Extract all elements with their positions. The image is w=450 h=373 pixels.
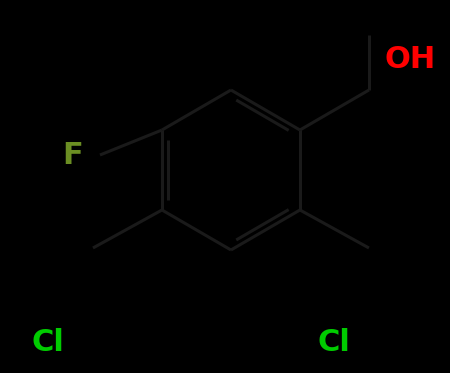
Text: Cl: Cl bbox=[32, 328, 65, 357]
Text: F: F bbox=[62, 141, 83, 169]
Text: OH: OH bbox=[385, 45, 436, 74]
Text: Cl: Cl bbox=[318, 328, 351, 357]
